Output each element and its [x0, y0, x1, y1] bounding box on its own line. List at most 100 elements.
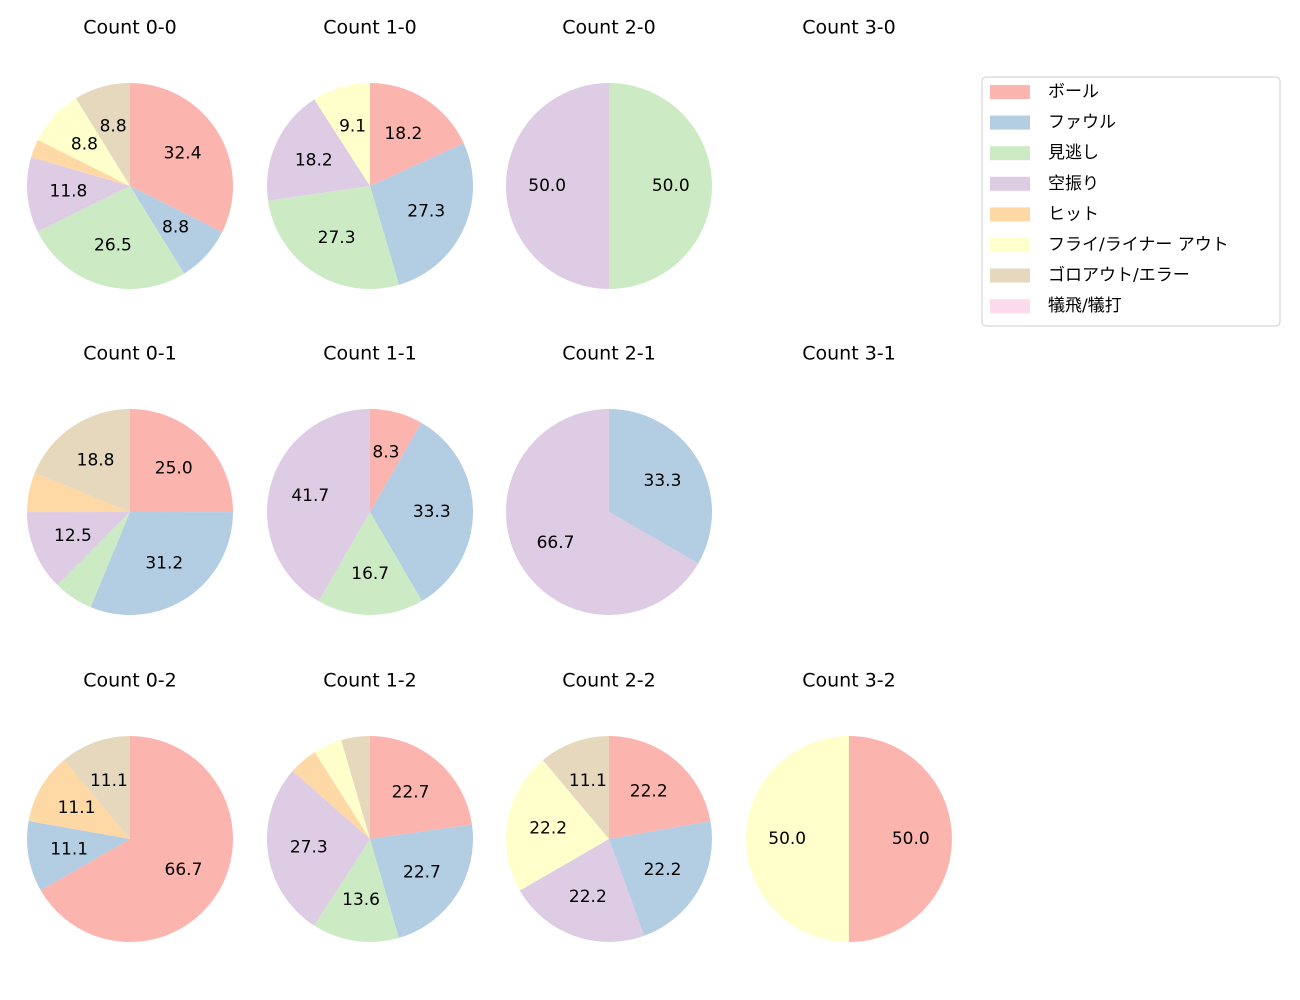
legend-swatch [990, 299, 1030, 314]
slice-label: 50.0 [528, 176, 566, 196]
slice-label: 22.2 [529, 818, 567, 838]
slice-label: 50.0 [892, 829, 930, 849]
slice-label: 32.4 [164, 144, 202, 164]
pie-title: Count 1-2 [323, 670, 417, 692]
slice-label: 8.3 [372, 442, 399, 462]
slice-label: 22.2 [644, 860, 682, 880]
legend-label: ファウル [1048, 113, 1116, 133]
pie-slice [34, 409, 130, 512]
pie-slice [542, 736, 609, 839]
pie-title: Count 0-1 [83, 343, 177, 365]
legend-label: 空振り [1048, 174, 1099, 194]
legend-swatch [990, 207, 1030, 222]
pie-title: Count 3-2 [802, 670, 896, 692]
pie-slice [341, 736, 370, 839]
slice-label: 41.7 [291, 486, 329, 506]
pie-slice [370, 824, 473, 938]
legend-swatch [990, 176, 1030, 191]
pie-slice [57, 512, 130, 608]
pie-slice [27, 512, 130, 586]
slice-label: 22.2 [569, 887, 607, 907]
pie-slice [506, 83, 609, 289]
legend-swatch [990, 238, 1030, 252]
legend-label: ヒット [1048, 204, 1099, 224]
pie-slice [609, 736, 711, 839]
pie-slice [268, 186, 400, 289]
slice-label: 11.1 [50, 840, 88, 860]
legend-label: ボール [1048, 82, 1099, 102]
slice-label: 11.1 [569, 771, 607, 791]
slice-label: 31.2 [145, 553, 183, 573]
pie-slice [130, 186, 223, 274]
pie-slice [267, 99, 370, 201]
slice-label: 11.1 [90, 771, 128, 791]
legend-swatch [990, 115, 1030, 130]
pie-slice [37, 98, 130, 186]
slice-label: 66.7 [537, 533, 575, 553]
slice-label: 11.8 [50, 181, 88, 201]
pie-title: Count 1-0 [323, 17, 417, 39]
legend-swatch [990, 85, 1030, 99]
pie-slice [75, 83, 130, 186]
slice-label: 8.8 [71, 134, 98, 154]
legend-box [981, 76, 1281, 327]
pie-slice [370, 736, 472, 839]
pie-slice [506, 409, 699, 615]
pie-slice [314, 83, 370, 186]
slice-label: 22.7 [392, 782, 430, 802]
slice-label: 18.2 [384, 124, 422, 144]
slice-label: 27.3 [318, 228, 356, 248]
pie-slice [90, 512, 233, 615]
slice-label: 66.7 [165, 860, 203, 880]
pie-title: Count 2-1 [562, 343, 656, 365]
pie-slice [37, 186, 185, 289]
pie-slice [130, 83, 234, 233]
slice-label: 50.0 [768, 829, 806, 849]
slice-label: 8.8 [100, 117, 127, 137]
pie-slice [609, 821, 712, 936]
pie-slice [26, 157, 131, 232]
slice-label: 18.8 [77, 451, 115, 471]
slice-label: 11.1 [58, 798, 96, 818]
pie-slice [370, 143, 474, 285]
slice-label: 22.7 [403, 863, 441, 883]
pie-slice [28, 760, 130, 839]
pie-slice [292, 752, 370, 839]
pie-slice [505, 760, 609, 891]
pie-slice [370, 83, 464, 186]
slice-label: 22.2 [630, 782, 668, 802]
pie-title: Count 2-2 [562, 670, 656, 692]
legend-swatch [990, 146, 1030, 161]
pie-title: Count 0-0 [83, 17, 177, 39]
slice-label: 26.5 [94, 235, 132, 255]
pie-slice [609, 83, 712, 289]
pie-title: Count 3-1 [802, 343, 896, 365]
pie-slice [370, 409, 422, 512]
slice-label: 13.6 [342, 890, 380, 910]
slice-label: 27.3 [407, 202, 445, 222]
pie-slice [314, 839, 399, 942]
slice-label: 12.5 [54, 526, 92, 546]
pie-title: Count 2-0 [562, 17, 656, 39]
legend-label: 犠飛/犠打 [1048, 296, 1122, 316]
slice-label: 33.3 [413, 502, 451, 522]
slice-label: 16.7 [351, 564, 389, 584]
slice-label: 25.0 [155, 458, 193, 478]
pie-title: Count 3-0 [802, 17, 896, 39]
slice-label: 8.8 [162, 218, 189, 238]
pie-slice [849, 736, 952, 942]
pie-slice [318, 512, 422, 616]
slice-label: 50.0 [652, 176, 690, 196]
slice-label: 18.2 [295, 150, 333, 170]
legend-label: ゴロアウト/エラー [1048, 265, 1190, 286]
pie-slice [266, 771, 370, 926]
pie-title: Count 1-1 [323, 343, 417, 365]
legend-swatch [990, 268, 1030, 283]
pie-slice [746, 736, 849, 942]
pie-slice [267, 409, 370, 602]
pie-slice [40, 736, 234, 942]
slice-label: 27.3 [290, 838, 328, 858]
slice-label: 33.3 [644, 471, 682, 491]
slice-label: 9.1 [339, 117, 366, 137]
